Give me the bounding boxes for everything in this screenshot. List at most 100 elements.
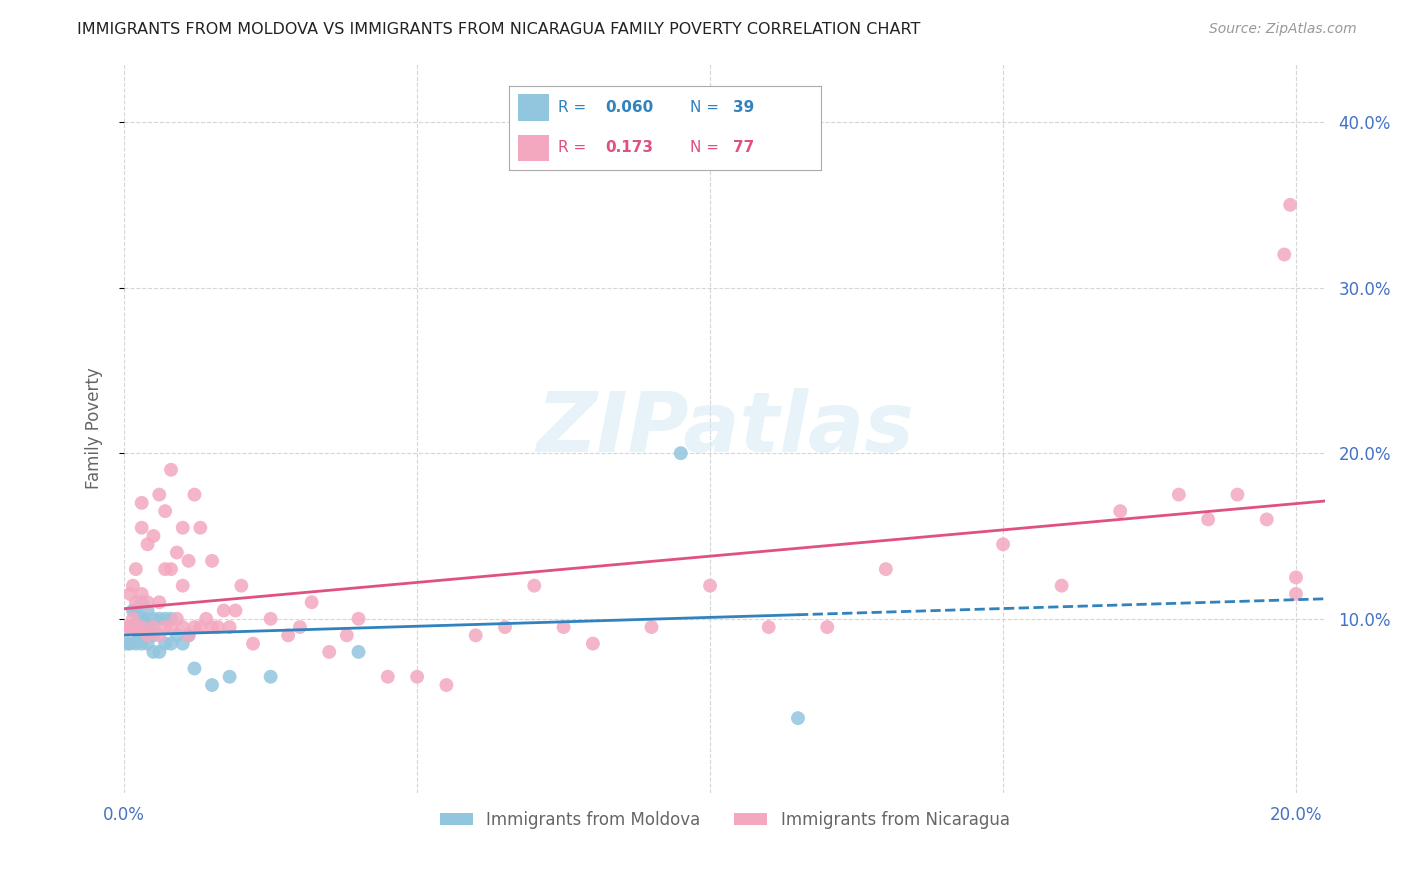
Point bbox=[318, 645, 340, 659]
Point bbox=[148, 487, 170, 501]
Point bbox=[201, 554, 224, 568]
Point bbox=[125, 595, 148, 609]
Point bbox=[1226, 487, 1249, 501]
Point bbox=[136, 620, 159, 634]
Point bbox=[128, 628, 150, 642]
Point bbox=[1279, 198, 1302, 212]
Point bbox=[172, 637, 194, 651]
Point bbox=[131, 521, 153, 535]
Point bbox=[1197, 512, 1219, 526]
Y-axis label: Family Poverty: Family Poverty bbox=[86, 368, 103, 489]
Point bbox=[118, 620, 141, 634]
Point bbox=[125, 562, 148, 576]
Point bbox=[347, 645, 370, 659]
Point bbox=[122, 579, 145, 593]
Point bbox=[136, 595, 159, 609]
Point bbox=[523, 579, 546, 593]
Point bbox=[288, 620, 311, 634]
Point bbox=[699, 579, 721, 593]
Point bbox=[188, 620, 211, 634]
Point bbox=[128, 612, 150, 626]
Point bbox=[148, 645, 170, 659]
Point bbox=[136, 603, 159, 617]
Text: ZIPatlas: ZIPatlas bbox=[536, 388, 914, 469]
Point bbox=[153, 637, 176, 651]
Point bbox=[125, 603, 148, 617]
Point bbox=[160, 463, 183, 477]
Point bbox=[136, 637, 159, 651]
Point bbox=[336, 628, 359, 642]
Point bbox=[118, 637, 141, 651]
Point bbox=[347, 612, 370, 626]
Point bbox=[815, 620, 838, 634]
Point bbox=[177, 628, 200, 642]
Point bbox=[160, 620, 183, 634]
Point bbox=[153, 562, 176, 576]
Point bbox=[172, 620, 194, 634]
Point bbox=[148, 612, 170, 626]
Point bbox=[218, 620, 240, 634]
Point bbox=[166, 545, 188, 559]
Point bbox=[1050, 579, 1073, 593]
Point bbox=[224, 603, 246, 617]
Point bbox=[131, 612, 153, 626]
Point bbox=[131, 620, 153, 634]
Point bbox=[131, 587, 153, 601]
Point bbox=[153, 504, 176, 518]
Point bbox=[122, 603, 145, 617]
Point bbox=[277, 628, 299, 642]
Point bbox=[136, 628, 159, 642]
Point bbox=[212, 603, 235, 617]
Point bbox=[301, 595, 323, 609]
Point bbox=[134, 612, 156, 626]
Point bbox=[758, 620, 780, 634]
Point bbox=[787, 711, 810, 725]
Point bbox=[1285, 587, 1308, 601]
Point bbox=[377, 670, 399, 684]
Point bbox=[553, 620, 575, 634]
Point bbox=[242, 637, 264, 651]
Point bbox=[195, 612, 218, 626]
Point bbox=[153, 620, 176, 634]
Point bbox=[125, 637, 148, 651]
Point bbox=[139, 620, 162, 634]
Point bbox=[153, 612, 176, 626]
Point bbox=[177, 554, 200, 568]
Point bbox=[1272, 247, 1295, 261]
Point bbox=[125, 620, 148, 634]
Point bbox=[122, 620, 145, 634]
Point bbox=[464, 628, 486, 642]
Point bbox=[142, 612, 165, 626]
Point bbox=[494, 620, 516, 634]
Point bbox=[188, 521, 211, 535]
Point bbox=[160, 637, 183, 651]
Point bbox=[183, 487, 205, 501]
Point bbox=[160, 562, 183, 576]
Point bbox=[148, 595, 170, 609]
Point bbox=[183, 661, 205, 675]
Point bbox=[166, 628, 188, 642]
Point bbox=[172, 521, 194, 535]
Point bbox=[122, 612, 145, 626]
Point bbox=[669, 446, 692, 460]
Point bbox=[991, 537, 1014, 551]
Text: IMMIGRANTS FROM MOLDOVA VS IMMIGRANTS FROM NICARAGUA FAMILY POVERTY CORRELATION : IMMIGRANTS FROM MOLDOVA VS IMMIGRANTS FR… bbox=[77, 22, 921, 37]
Point bbox=[118, 620, 141, 634]
Point bbox=[177, 628, 200, 642]
Point bbox=[183, 620, 205, 634]
Point bbox=[125, 620, 148, 634]
Point bbox=[160, 612, 183, 626]
Point bbox=[131, 637, 153, 651]
Text: Source: ZipAtlas.com: Source: ZipAtlas.com bbox=[1209, 22, 1357, 37]
Point bbox=[207, 620, 229, 634]
Point bbox=[640, 620, 662, 634]
Point bbox=[166, 612, 188, 626]
Point bbox=[259, 670, 281, 684]
Point bbox=[875, 562, 897, 576]
Point bbox=[148, 628, 170, 642]
Point bbox=[136, 537, 159, 551]
Point bbox=[201, 678, 224, 692]
Point bbox=[131, 595, 153, 609]
Point bbox=[115, 637, 138, 651]
Point bbox=[231, 579, 253, 593]
